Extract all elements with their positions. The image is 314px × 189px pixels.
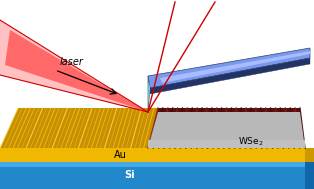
Text: laser: laser [60,57,84,67]
Polygon shape [148,76,150,112]
Polygon shape [5,30,148,112]
Polygon shape [150,58,310,94]
Polygon shape [305,162,314,189]
Polygon shape [305,148,314,162]
Polygon shape [148,140,305,148]
Text: Si: Si [125,170,135,180]
Polygon shape [148,112,305,148]
Polygon shape [0,162,314,189]
Polygon shape [0,20,148,112]
Polygon shape [148,82,150,112]
Polygon shape [0,108,158,148]
Text: Au: Au [114,150,127,160]
Polygon shape [0,162,314,167]
Polygon shape [148,48,310,88]
Polygon shape [0,148,314,162]
Polygon shape [148,108,305,148]
Text: WSe$_2$: WSe$_2$ [238,136,264,148]
Polygon shape [160,51,310,83]
